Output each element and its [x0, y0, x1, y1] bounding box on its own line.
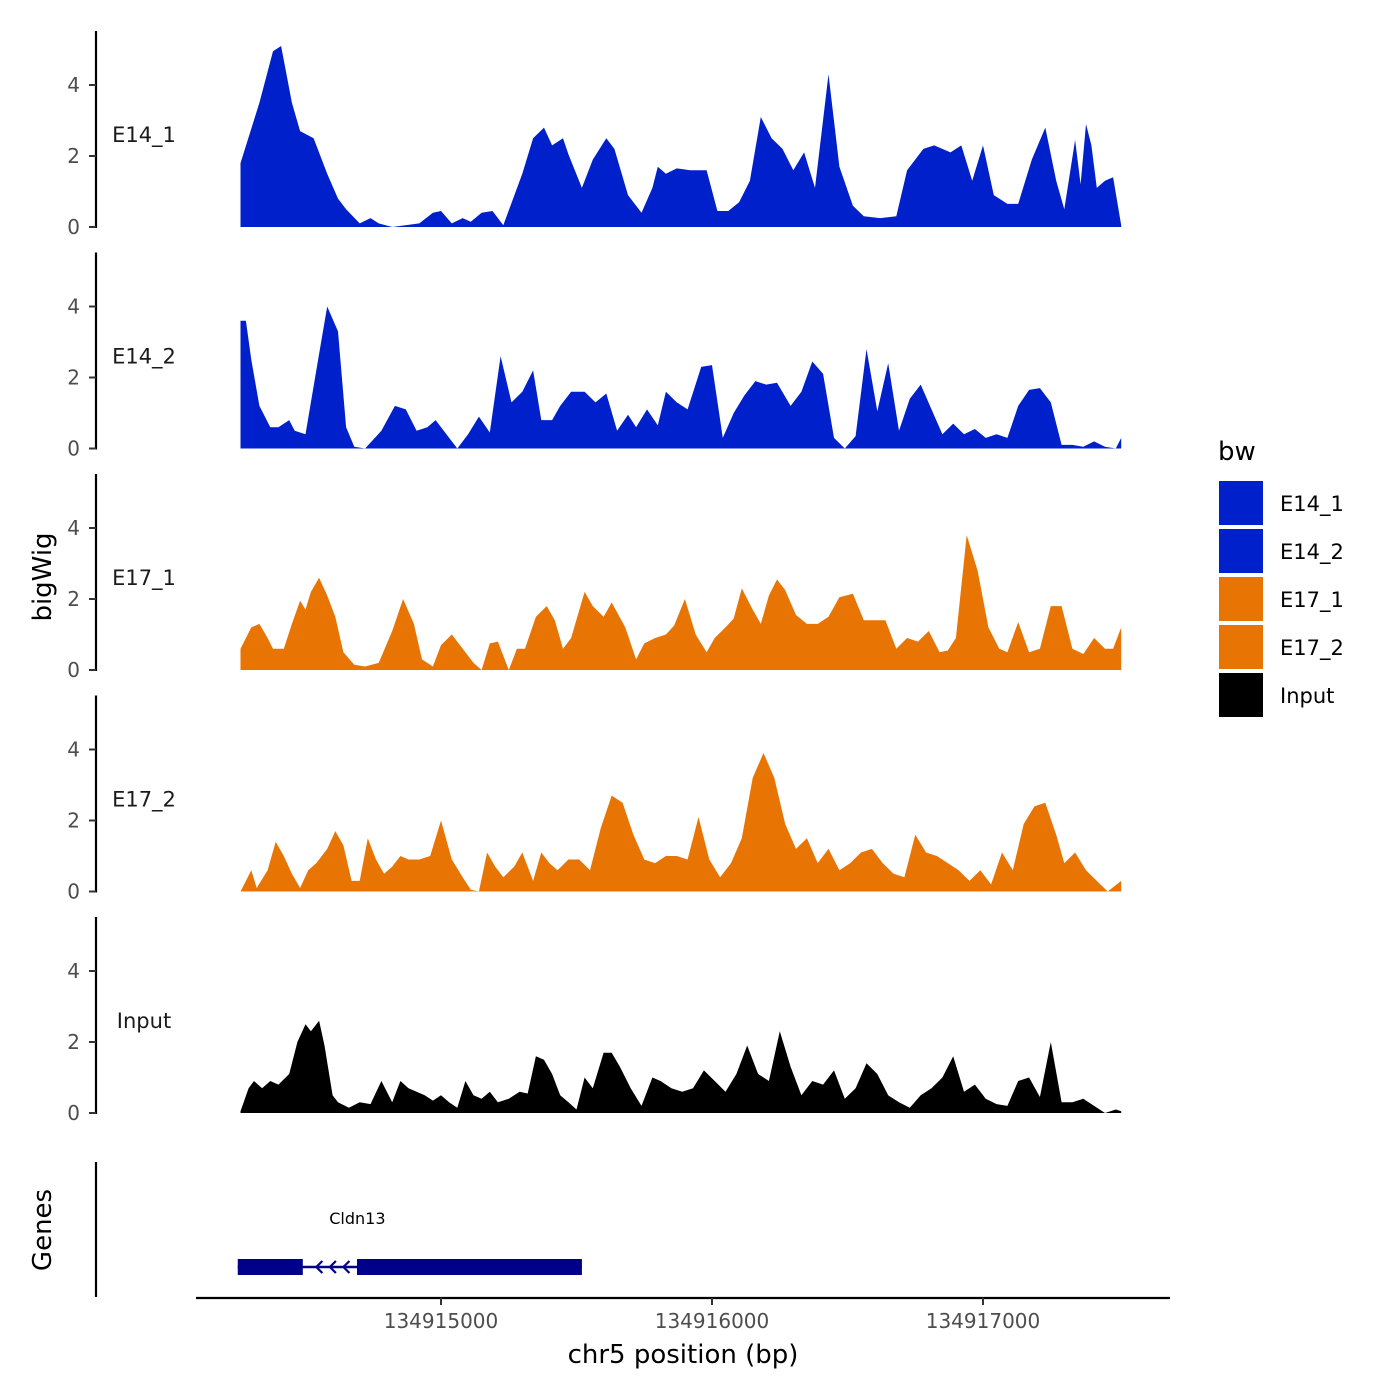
- facet-label-E14_2: E14_2: [112, 345, 176, 370]
- y-tick-label: 4: [67, 73, 80, 97]
- y-tick-label: 4: [67, 738, 80, 762]
- y-tick-label: 2: [67, 1030, 80, 1054]
- y-tick-label: 4: [67, 959, 80, 983]
- coverage-area-E14_2: [240, 306, 1122, 449]
- y-tick-label: 2: [67, 587, 80, 611]
- facet-label-E14_1: E14_1: [112, 123, 176, 148]
- x-axis-title: chr5 position (bp): [568, 1340, 799, 1370]
- panel-E14_1: 0 2 4 E14_1: [67, 31, 1122, 239]
- coverage-area-E14_1: [240, 46, 1122, 227]
- gene-Cldn13: Cldn13: [237, 1209, 582, 1275]
- x-axis-ticks: 134915000 134916000 134917000: [384, 1298, 1041, 1333]
- x-tick-label: 134916000: [655, 1309, 770, 1333]
- legend-label-E14_2: E14_2: [1280, 540, 1344, 565]
- facet-label-Input: Input: [117, 1009, 171, 1033]
- facet-label-E17_2: E17_2: [112, 788, 176, 813]
- gene-exon: [237, 1259, 303, 1275]
- y-tick-label: 0: [67, 1101, 80, 1125]
- panel-Input: 0 2 4 Input: [67, 917, 1122, 1125]
- panel-E14_2: 0 2 4 E14_2: [67, 252, 1122, 461]
- x-axis: 134915000 134916000 134917000 chr5 positio…: [196, 1296, 1170, 1370]
- legend-title: bw: [1218, 437, 1256, 467]
- legend-key-E14_1: [1219, 481, 1263, 525]
- facet-label-E17_1: E17_1: [112, 566, 176, 591]
- y-tick-label: 0: [67, 658, 80, 682]
- y-tick-label: 4: [67, 516, 80, 540]
- x-tick-label: 134917000: [926, 1309, 1041, 1333]
- coverage-panels: 0 2 4 E14_1 0 2 4 E14_2 0 2 4 E17_1 0 2 4 E17_2 0 2 4 Input: [67, 31, 1122, 1125]
- legend-key-Input: [1219, 673, 1263, 717]
- strand-arrow: [314, 1260, 324, 1274]
- gene-name-label: Cldn13: [329, 1209, 385, 1228]
- y-tick-label: 0: [67, 437, 80, 461]
- y-tick-label: 0: [67, 880, 80, 904]
- legend-items: E14_1 E14_2 E17_1 E17_2 Input: [1219, 481, 1344, 717]
- y-tick-label: 0: [67, 215, 80, 239]
- legend-label-E17_2: E17_2: [1280, 636, 1344, 661]
- panel-E17_2: 0 2 4 E17_2: [67, 695, 1122, 904]
- strand-arrow: [341, 1260, 351, 1274]
- panel-E17_1: 0 2 4 E17_1: [67, 474, 1122, 682]
- y-tick-label: 2: [67, 809, 80, 833]
- genes-track-label: Genes: [28, 1189, 58, 1271]
- gene-models: Cldn13: [237, 1209, 582, 1275]
- strand-arrow: [328, 1260, 337, 1274]
- legend-key-E17_2: [1219, 625, 1263, 669]
- legend-label-Input: Input: [1280, 684, 1334, 708]
- legend-key-E14_2: [1219, 529, 1263, 573]
- coverage-area-E17_2: [240, 753, 1122, 892]
- x-tick-label: 134915000: [384, 1309, 499, 1333]
- legend: bw E14_1 E14_2 E17_1 E17_2 Input: [1218, 437, 1344, 717]
- y-axis-title: bigWig: [28, 532, 58, 621]
- coverage-area-Input: [240, 1020, 1122, 1113]
- y-tick-label: 2: [67, 366, 80, 390]
- coverage-area-E17_1: [240, 535, 1122, 670]
- y-tick-label: 4: [67, 295, 80, 319]
- genes-track: Genes Cldn13: [28, 1162, 582, 1297]
- legend-label-E17_1: E17_1: [1280, 588, 1344, 613]
- gene-exon: [356, 1259, 582, 1275]
- y-tick-label: 2: [67, 144, 80, 168]
- legend-key-E17_1: [1219, 577, 1263, 621]
- legend-label-E14_1: E14_1: [1280, 492, 1344, 517]
